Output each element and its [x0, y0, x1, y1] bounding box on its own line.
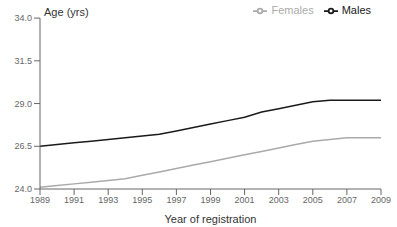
svg-text:24.0: 24.0 — [14, 184, 32, 194]
html-text:Age (yrs): Age (yrs) — [44, 6, 89, 18]
html-text:Males: Males — [341, 4, 371, 16]
svg-text:2009: 2009 — [371, 195, 389, 205]
svg-text:29.0: 29.0 — [14, 99, 32, 109]
svg-text:Year of registration: Year of registration — [165, 213, 257, 225]
svg-text:2001: 2001 — [235, 195, 255, 205]
svg-text:1993: 1993 — [98, 195, 118, 205]
svg-text:1991: 1991 — [64, 195, 84, 205]
svg-text:1997: 1997 — [166, 195, 186, 205]
svg-text:1999: 1999 — [200, 195, 220, 205]
html-text:Females: Females — [271, 4, 314, 16]
svg-text:34.0: 34.0 — [14, 13, 32, 23]
svg-text:1989: 1989 — [30, 195, 50, 205]
svg-text:2005: 2005 — [303, 195, 323, 205]
svg-text:2007: 2007 — [337, 195, 357, 205]
svg-text:31.5: 31.5 — [14, 56, 32, 66]
svg-text:2003: 2003 — [269, 195, 289, 205]
svg-text:26.5: 26.5 — [14, 141, 32, 151]
svg-text:1995: 1995 — [132, 195, 152, 205]
